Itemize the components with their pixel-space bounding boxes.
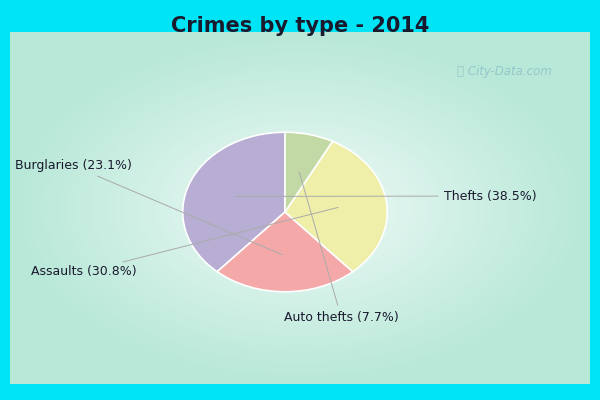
Text: Assaults (30.8%): Assaults (30.8%) <box>31 207 338 278</box>
Wedge shape <box>217 212 353 292</box>
Wedge shape <box>285 141 387 272</box>
Text: ⓘ City-Data.com: ⓘ City-Data.com <box>457 66 551 78</box>
Wedge shape <box>183 132 285 272</box>
Text: Thefts (38.5%): Thefts (38.5%) <box>235 190 536 202</box>
Text: Crimes by type - 2014: Crimes by type - 2014 <box>171 16 429 36</box>
Text: Auto thefts (7.7%): Auto thefts (7.7%) <box>284 172 398 324</box>
Text: Burglaries (23.1%): Burglaries (23.1%) <box>15 159 283 255</box>
Wedge shape <box>285 132 332 212</box>
